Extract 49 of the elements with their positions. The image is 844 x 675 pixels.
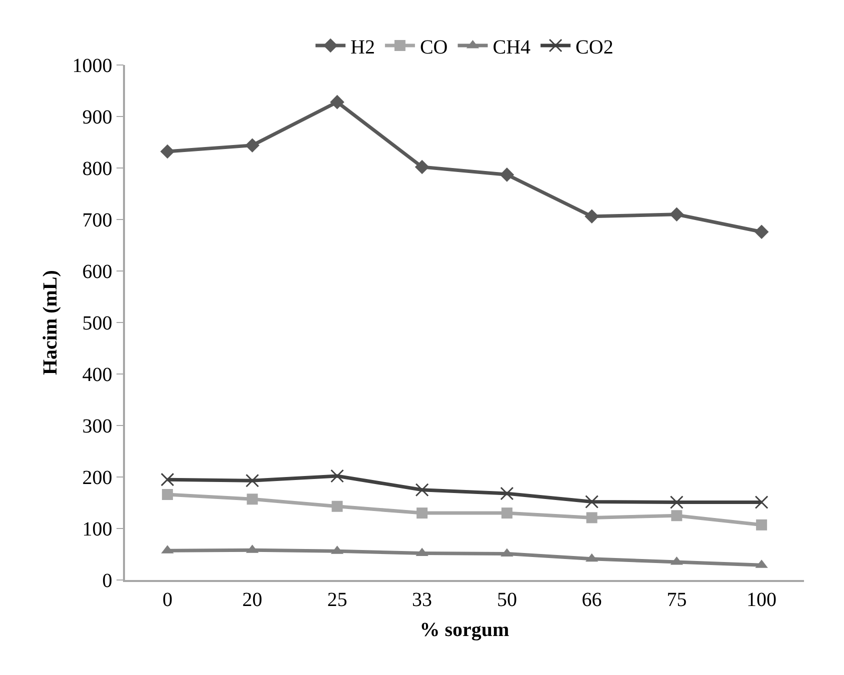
legend-label: H2	[350, 36, 375, 58]
point	[754, 224, 769, 240]
point	[245, 138, 260, 152]
point	[585, 494, 599, 508]
point	[160, 472, 174, 486]
point	[671, 510, 682, 522]
point	[756, 519, 768, 530]
point	[162, 489, 173, 500]
legend-label: CO	[420, 36, 448, 58]
y-tick-label: 600	[82, 261, 112, 283]
y-tick-label: 400	[82, 364, 112, 386]
point	[670, 495, 684, 509]
y-axis-title: Hacim (mL)	[39, 270, 62, 375]
point	[330, 94, 344, 110]
legend-label: CH4	[492, 36, 531, 58]
point	[332, 500, 343, 512]
x-tick-label: 50	[496, 588, 517, 611]
x-tick-label: 0	[162, 588, 172, 611]
y-tick-label: 100	[82, 518, 112, 540]
y-tick-label: 500	[82, 312, 112, 334]
y-tick-label: 1000	[72, 55, 112, 77]
point	[670, 207, 684, 222]
x-axis-title: % sorgum	[420, 618, 510, 641]
x-tick-label: 75	[666, 588, 687, 611]
point	[500, 168, 514, 182]
x-tick-label: 33	[412, 588, 432, 611]
point	[246, 474, 260, 488]
y-tick-label: 800	[82, 158, 112, 180]
point	[414, 160, 430, 174]
point	[160, 144, 175, 159]
y-tick-label: 0	[102, 570, 112, 592]
point	[330, 469, 344, 483]
point	[246, 494, 258, 505]
y-tick-label: 300	[82, 416, 112, 438]
point	[500, 486, 514, 500]
point	[584, 209, 599, 224]
x-tick-label: 20	[242, 588, 262, 611]
x-tick-label: 100	[746, 588, 777, 611]
point	[586, 512, 598, 524]
x-tick-label: 25	[327, 588, 348, 611]
y-tick-label: 700	[82, 210, 112, 232]
legend-label: CO2	[576, 36, 614, 58]
point	[415, 483, 429, 497]
point	[754, 495, 768, 509]
point	[501, 508, 512, 519]
y-tick-label: 200	[82, 467, 112, 489]
point	[416, 508, 428, 519]
x-tick-label: 66	[582, 588, 602, 611]
y-tick-label: 900	[82, 106, 112, 128]
